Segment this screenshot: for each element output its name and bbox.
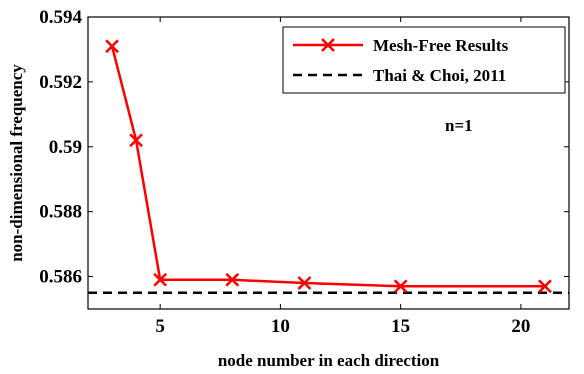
- legend-label-thai-choi: Thai & Choi, 2011: [373, 66, 506, 85]
- data-point-1: [129, 133, 143, 148]
- x-axis-label: node number in each direction: [218, 351, 440, 370]
- y-tick-label-4: 0.594: [39, 7, 82, 28]
- ticks: 5 10 15 20 0.586 0.588 0.59 0.592 0.594: [39, 7, 569, 337]
- y-tick-label-2: 0.59: [49, 137, 82, 158]
- data-point-6-b: [538, 279, 552, 294]
- data-point-5: [393, 279, 408, 294]
- x-tick-label-3: 20: [511, 316, 530, 337]
- axes-frame: [87, 16, 570, 310]
- legend: Mesh-Free Results Thai & Choi, 2011: [282, 26, 566, 94]
- data-point-3-b: [225, 272, 240, 287]
- series-layer: [88, 39, 569, 295]
- x-tick-label-0: 5: [155, 316, 165, 337]
- data-point-1-b: [129, 133, 143, 148]
- data-point-4-b: [297, 276, 312, 290]
- data-point-5-b: [393, 279, 408, 294]
- annotation-n: n=1: [445, 116, 473, 135]
- legend-box: [282, 26, 566, 94]
- x-tick-label-1: 10: [271, 316, 290, 337]
- data-point-0: [105, 39, 119, 54]
- data-point-4: [297, 276, 312, 290]
- y-tick-label-1: 0.588: [39, 202, 82, 223]
- y-tick-label-3: 0.592: [39, 72, 82, 93]
- data-point-2-b: [153, 272, 168, 287]
- legend-x-marker-b: [321, 38, 335, 52]
- legend-marker-mesh-free: [321, 38, 335, 52]
- x-tick-label-2: 15: [391, 316, 410, 337]
- y-axis-label: non-dimensional frequency: [7, 64, 26, 262]
- data-point-0-b: [105, 39, 119, 54]
- legend-x-marker: [321, 38, 335, 52]
- data-point-3: [225, 272, 240, 287]
- y-tick-label-0: 0.586: [39, 267, 82, 288]
- data-point-2: [153, 272, 168, 287]
- data-point-6: [538, 279, 552, 294]
- legend-label-mesh-free: Mesh-Free Results: [373, 36, 509, 55]
